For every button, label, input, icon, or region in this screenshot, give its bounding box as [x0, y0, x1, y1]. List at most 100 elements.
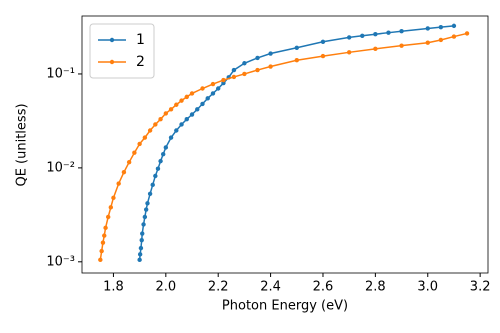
data-point: [268, 51, 273, 56]
legend-label: 1: [136, 32, 145, 48]
y-axis-label: QE (unitless): [15, 103, 30, 186]
x-tick-label: 2.6: [313, 280, 334, 295]
data-point: [320, 53, 326, 59]
data-point: [111, 195, 116, 201]
data-point: [425, 40, 430, 45]
data-point: [141, 222, 146, 227]
data-point: [210, 81, 216, 87]
data-point: [138, 245, 144, 251]
data-point: [464, 31, 470, 36]
data-point: [255, 67, 260, 73]
data-point: [161, 151, 166, 157]
data-point: [150, 182, 155, 188]
data-point: [139, 237, 144, 243]
data-point: [425, 26, 430, 31]
data-point: [184, 116, 189, 122]
data-point: [255, 55, 260, 61]
data-point: [216, 86, 221, 91]
data-point: [438, 24, 444, 30]
data-point: [174, 128, 179, 133]
data-point: [205, 96, 210, 101]
data-point: [346, 35, 352, 40]
data-point: [438, 37, 444, 43]
x-tick-label: 1.8: [103, 280, 124, 295]
data-point: [231, 74, 237, 80]
data-point: [373, 31, 378, 37]
x-tick-label: 2.0: [155, 280, 176, 295]
data-point: [360, 33, 365, 38]
data-point: [126, 159, 132, 165]
data-point: [116, 181, 121, 186]
data-point: [147, 191, 153, 196]
data-point: [179, 98, 184, 103]
data-point: [158, 116, 163, 122]
data-point: [142, 214, 148, 220]
y-tick-label: 10⁻³: [46, 254, 75, 269]
data-point: [137, 252, 143, 257]
data-point: [142, 135, 148, 140]
data-point: [143, 207, 149, 212]
y-tick-label: 10⁻¹: [46, 66, 75, 81]
data-point: [100, 240, 106, 245]
data-point: [103, 225, 108, 231]
data-point: [242, 71, 247, 77]
data-point: [137, 257, 142, 263]
legend-label: 2: [136, 54, 145, 70]
data-point: [121, 169, 127, 175]
data-point: [221, 77, 226, 83]
x-tick-label: 2.2: [208, 280, 229, 295]
data-point: [132, 150, 137, 155]
data-point: [108, 205, 114, 210]
data-point: [174, 102, 179, 107]
y-tick-label: 10⁻²: [46, 160, 75, 175]
data-point: [200, 101, 205, 107]
data-point: [195, 107, 200, 112]
data-point: [399, 43, 404, 48]
data-point: [168, 107, 174, 112]
data-point: [140, 231, 145, 236]
data-point: [168, 135, 174, 140]
legend-marker: [109, 59, 115, 65]
data-point: [242, 61, 247, 66]
data-point: [346, 50, 352, 55]
plot-area: [81, 15, 489, 274]
x-tick-label: 2.4: [260, 280, 281, 295]
x-tick-label: 2.8: [365, 280, 386, 295]
data-point: [451, 34, 457, 39]
data-point: [451, 23, 457, 29]
series-line: [99, 32, 468, 260]
legend-marker: [109, 37, 115, 43]
data-point: [137, 141, 142, 147]
data-point: [184, 94, 189, 100]
x-tick-label: 3.2: [470, 280, 491, 295]
data-point: [231, 67, 237, 73]
data-point: [147, 128, 153, 133]
data-point: [294, 58, 299, 63]
data-point: [163, 111, 169, 116]
data-point: [153, 122, 158, 127]
data-point: [399, 29, 404, 34]
data-point: [200, 86, 205, 91]
legend-box: [89, 23, 155, 79]
data-point: [210, 91, 216, 96]
data-point: [373, 46, 378, 52]
data-point: [99, 248, 104, 254]
data-point: [163, 145, 169, 150]
data-point: [98, 257, 103, 263]
data-point: [145, 201, 150, 206]
data-point: [189, 91, 195, 96]
data-point: [153, 173, 158, 179]
data-point: [386, 30, 391, 35]
data-point: [189, 112, 195, 117]
data-point: [179, 122, 184, 127]
data-point: [155, 166, 161, 171]
data-point: [320, 39, 326, 44]
x-axis-label: Photon Energy (eV): [222, 299, 348, 314]
x-tick-label: 3.0: [417, 280, 438, 295]
data-point: [158, 158, 163, 164]
data-point: [105, 214, 111, 220]
data-point: [102, 233, 107, 238]
data-point: [294, 45, 299, 50]
